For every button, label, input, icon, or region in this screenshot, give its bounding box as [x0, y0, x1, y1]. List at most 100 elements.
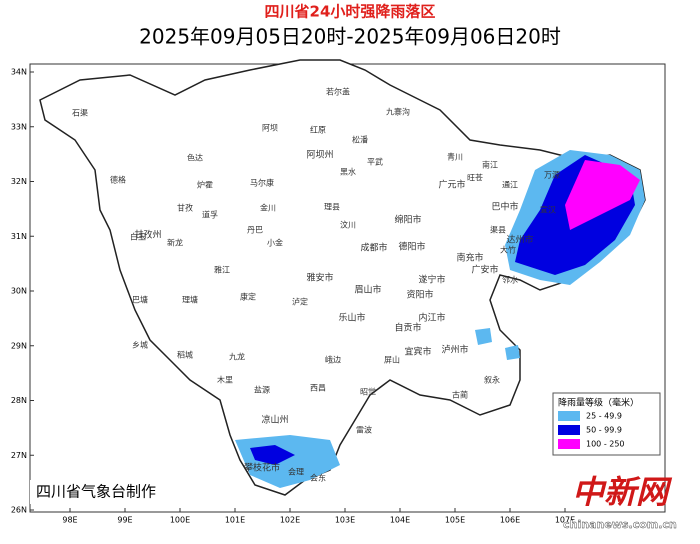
place-label: 德格: [110, 175, 126, 185]
place-label: 泸定: [292, 297, 308, 307]
watermark: 中新网: [572, 473, 673, 511]
lon-label: 103E: [335, 516, 355, 525]
legend-swatch: [558, 425, 580, 435]
lon-label: 105E: [445, 516, 465, 525]
place-label: 雅安市: [306, 272, 333, 284]
place-label: 平武: [367, 157, 383, 167]
place-label: 宜宾市: [404, 346, 431, 358]
place-label: 屏山: [384, 355, 400, 365]
place-label: 眉山市: [354, 284, 381, 296]
place-label: 通江: [502, 180, 518, 190]
footer-box: [30, 480, 180, 504]
place-label: 万源: [544, 171, 560, 180]
place-label: 南充市: [456, 252, 483, 264]
place-label: 阿坝州: [306, 150, 333, 161]
place-label: 德阳市: [398, 241, 425, 253]
place-label: 盐源: [254, 385, 270, 395]
footer: 四川省气象台制作: [36, 483, 156, 501]
place-label: 道孚: [202, 210, 218, 220]
place-label: 色达: [187, 153, 203, 163]
place-label: 内江市: [418, 312, 445, 324]
legend-label: 100 - 250: [586, 440, 625, 449]
place-label: 木里: [217, 375, 233, 385]
place-label: 红原: [310, 125, 326, 135]
place-label: 成都市: [360, 242, 387, 254]
place-label: 古蔺: [452, 390, 468, 400]
place-label: 阿坝: [262, 124, 278, 133]
lat-label: 34N: [11, 68, 27, 77]
lat-label: 31N: [11, 232, 27, 241]
place-label: 资阳市: [406, 289, 433, 301]
place-label: 旺苍: [467, 173, 483, 183]
place-label: 甘孜: [177, 203, 193, 213]
place-label: 雅江: [214, 265, 230, 275]
graticule-labels: 34N 33N 32N 31N 30N 29N 28N 27N 26N 98E 99E 100E 101…: [11, 68, 575, 525]
place-label: 青川: [447, 152, 463, 162]
lon-label: 102E: [280, 516, 300, 525]
place-label: 甘孜州: [134, 229, 161, 241]
place-label: 乡城: [132, 341, 148, 350]
place-label: 广元市: [438, 179, 465, 191]
lon-label: 106E: [500, 516, 520, 525]
legend-label: 50 - 99.9: [586, 426, 622, 435]
place-label: 新龙: [167, 238, 183, 248]
rain-area-heavy: [565, 160, 640, 230]
map-title: 四川省24小时强降雨落区: [265, 3, 436, 21]
place-label: 巴中市: [491, 201, 518, 213]
place-label: 炉霍: [197, 180, 213, 190]
place-label: 丹巴: [247, 226, 263, 235]
place-label: 松潘: [352, 135, 368, 145]
legend-swatch: [558, 411, 580, 421]
place-label: 凉山州: [261, 414, 288, 426]
place-label: 昭觉: [360, 387, 376, 397]
lon-label: 101E: [225, 516, 245, 525]
place-label: 达州市: [506, 234, 533, 246]
place-label: 马尔康: [250, 178, 274, 188]
province-outline: [39, 59, 646, 496]
legend-title: 降雨量等级（毫米）: [558, 397, 639, 409]
place-label: 南江: [482, 160, 498, 170]
place-label: 邻水: [502, 275, 518, 285]
place-label: 九龙: [229, 352, 245, 362]
lat-label: 29N: [11, 341, 27, 350]
place-label: 黑水: [340, 167, 356, 177]
legend-label: 25 - 49.9: [586, 412, 622, 421]
place-label: 石渠: [72, 108, 88, 118]
place-label: 西昌: [310, 384, 326, 393]
lon-label: 99E: [117, 516, 132, 525]
place-label: 泸州市: [441, 344, 468, 356]
place-label: 汶川: [340, 220, 356, 230]
place-label: 绵阳市: [394, 214, 421, 226]
place-label: 理塘: [182, 295, 198, 305]
place-label: 攀枝花市: [244, 462, 280, 474]
place-label: 理县: [324, 203, 340, 212]
place-label: 会东: [310, 473, 326, 483]
watermark-url: chinanews.com.cn: [563, 518, 677, 531]
place-label: 自贡市: [394, 322, 421, 334]
place-label: 广安市: [471, 264, 498, 276]
map-subtitle: 2025年09月05日20时-2025年09月06日20时: [139, 25, 561, 49]
place-label: 康定: [240, 292, 256, 302]
lon-label: 107E: [555, 516, 575, 525]
lat-label: 26N: [11, 506, 27, 515]
lat-label: 27N: [11, 451, 27, 460]
place-label: 宣汉: [540, 205, 556, 215]
lon-label: 104E: [390, 516, 410, 525]
place-label: 雷波: [356, 425, 372, 435]
place-label: 遂宁市: [418, 274, 445, 286]
place-label: 稻城: [177, 350, 193, 360]
lon-label: 98E: [62, 516, 77, 525]
place-label: 金川: [260, 203, 276, 213]
rain-area-light: [475, 328, 520, 360]
place-label: 渠县: [490, 225, 506, 235]
lat-label: 32N: [11, 177, 27, 186]
rain-area-medium: [250, 445, 295, 465]
place-label: 九寨沟: [386, 107, 410, 117]
place-label: 小金: [267, 238, 283, 248]
place-label: 叙永: [484, 375, 500, 385]
legend-swatch: [558, 439, 580, 449]
place-label: 巴塘: [132, 295, 148, 305]
lat-label: 30N: [11, 287, 27, 296]
